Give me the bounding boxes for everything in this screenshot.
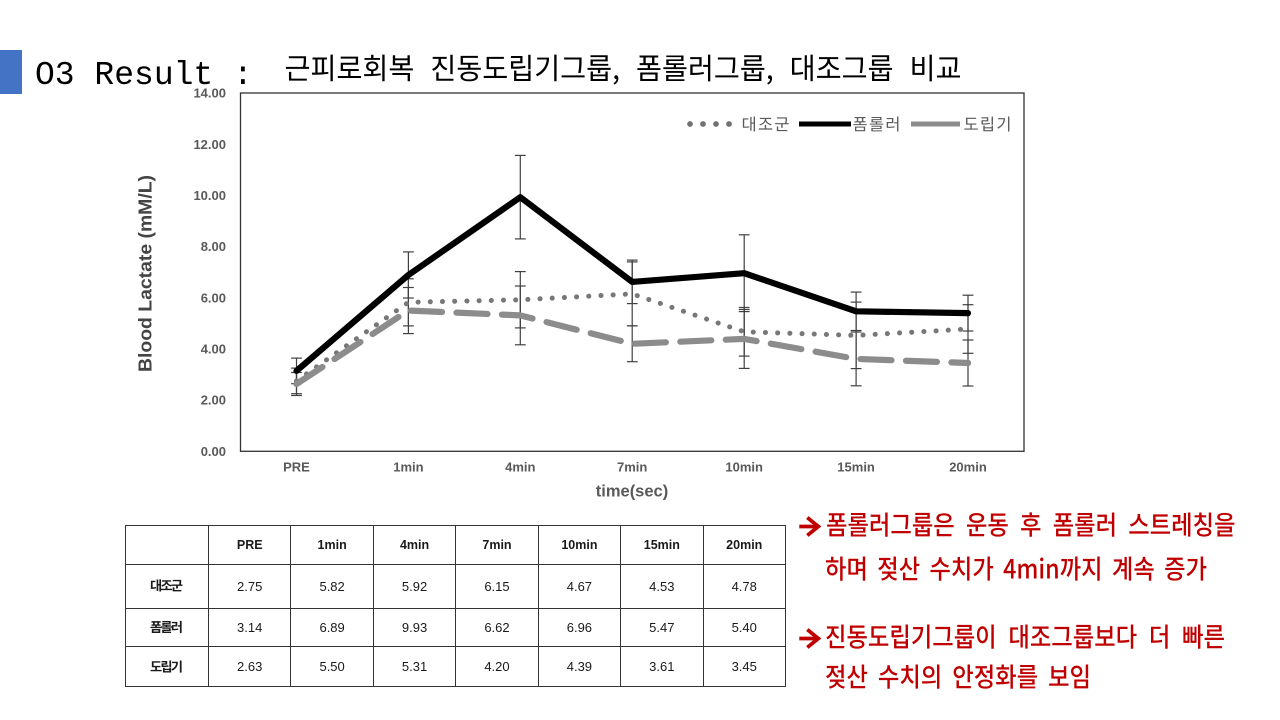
svg-text:20min: 20min — [949, 460, 987, 475]
svg-text:8.00: 8.00 — [201, 239, 226, 254]
svg-text:time(sec): time(sec) — [596, 483, 668, 501]
svg-text:Blood Lactate (mM/L): Blood Lactate (mM/L) — [135, 175, 156, 372]
svg-text:2.00: 2.00 — [201, 393, 226, 408]
svg-text:1min: 1min — [393, 460, 423, 475]
svg-text:12.00: 12.00 — [193, 137, 226, 152]
svg-text:4min: 4min — [505, 460, 535, 475]
svg-text:7min: 7min — [617, 460, 647, 475]
svg-text:PRE: PRE — [283, 460, 310, 475]
svg-text:0.00: 0.00 — [201, 444, 226, 459]
svg-text:14.00: 14.00 — [193, 86, 226, 101]
svg-text:4.00: 4.00 — [201, 342, 226, 357]
svg-text:6.00: 6.00 — [201, 290, 226, 305]
svg-text:10min: 10min — [725, 460, 763, 475]
svg-text:15min: 15min — [837, 460, 875, 475]
svg-text:10.00: 10.00 — [193, 188, 226, 203]
